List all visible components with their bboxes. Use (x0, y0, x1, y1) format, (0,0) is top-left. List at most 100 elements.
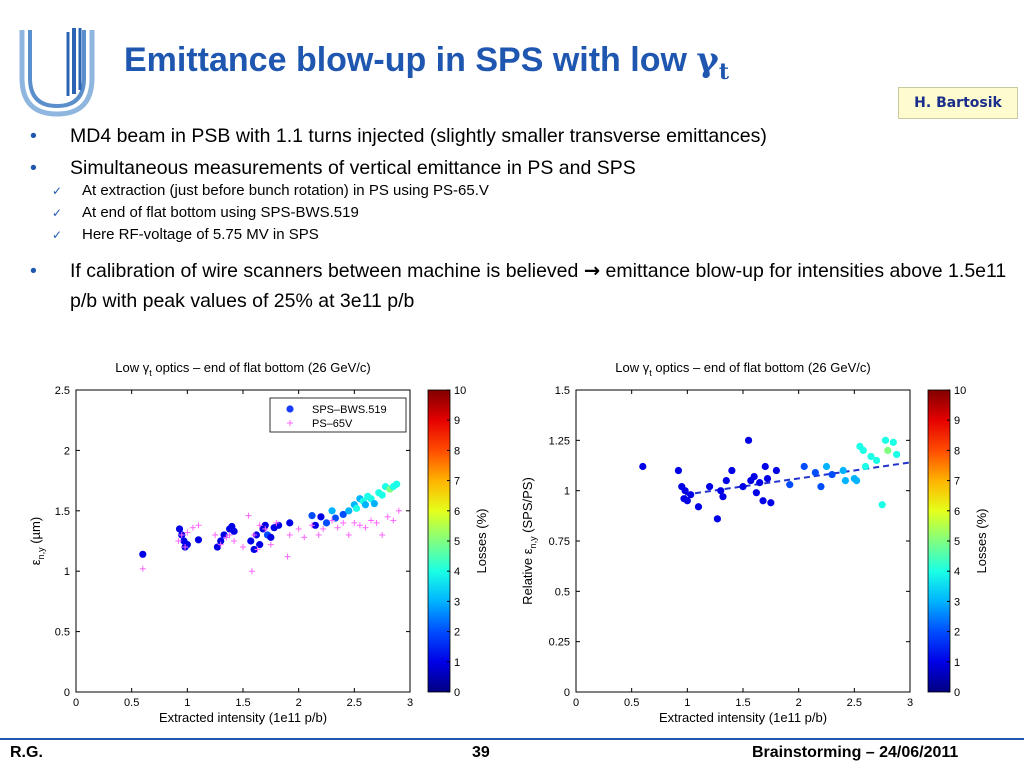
colorbar-tick-label: 5 (954, 536, 960, 548)
data-point (139, 550, 147, 558)
ps-marker (362, 524, 369, 531)
bullet-item: • MD4 beam in PSB with 1.1 turns injected… (30, 125, 767, 147)
x-tick-label: 1.5 (735, 697, 750, 709)
x-tick-label: 0 (73, 697, 79, 709)
colorbar-tick-label: 10 (954, 385, 966, 397)
data-point (331, 514, 340, 522)
ps-marker (195, 522, 202, 529)
check-item: ✓ At end of flat bottom using SPS-BWS.519 (28, 202, 1008, 224)
colorbar-tick-label: 1 (954, 657, 960, 669)
legend-label: SPS–BWS.519 (312, 404, 387, 416)
data-point (763, 474, 772, 483)
colorbar-tick-label: 1 (454, 657, 460, 669)
ps-marker (390, 517, 397, 524)
colorbar-tick-label: 6 (954, 506, 960, 518)
data-point (328, 507, 336, 515)
x-tick-label: 1 (184, 697, 190, 709)
bullet-item: • If calibration of wire scanners between… (30, 259, 1007, 312)
y-tick-label: 1.5 (55, 506, 70, 518)
ps-marker (182, 544, 189, 551)
legend-marker (287, 420, 293, 426)
ps-marker (254, 546, 261, 553)
colorbar-tick-label: 4 (954, 566, 960, 578)
data-point (800, 462, 808, 471)
data-point (317, 513, 325, 521)
data-point (878, 501, 886, 509)
data-point (247, 537, 255, 545)
bullet-list: • MD4 beam in PSB with 1.1 turns injected… (28, 124, 1008, 324)
ps-marker (139, 565, 146, 572)
colorbar-tick-label: 9 (454, 415, 460, 427)
chart-svg: Low γt optics – end of flat bottom (26 G… (12, 348, 512, 728)
data-point (817, 483, 825, 491)
colorbar-tick-label: 2 (454, 627, 460, 639)
ps-marker (301, 534, 308, 541)
chart-svg: Low γt optics – end of flat bottom (26 G… (512, 348, 1012, 728)
ps-marker (334, 524, 341, 531)
slide-title: Emittance blow-up in SPS with low γt (124, 40, 729, 85)
y-tick-label: 2.5 (55, 385, 70, 397)
ps-marker (256, 522, 263, 529)
data-point (744, 436, 753, 444)
ps-marker (286, 531, 293, 538)
data-point (683, 497, 691, 505)
y-axis-label: Relative εn,y (SPS/PS) (520, 477, 538, 605)
colorbar-tick-label: 2 (954, 627, 960, 639)
chart-title: Low γt optics – end of flat bottom (26 G… (115, 360, 370, 378)
colorbar-tick-label: 0 (954, 687, 960, 699)
data-point (728, 466, 736, 475)
emittance-chart: Low γt optics – end of flat bottom (26 G… (12, 348, 512, 728)
data-point (752, 489, 760, 497)
data-point (786, 481, 794, 489)
footer-right: Brainstorming – 24/06/2011 (752, 744, 959, 761)
data-point (322, 519, 331, 527)
check-icon: ✓ (52, 206, 63, 220)
ps-marker (340, 519, 347, 526)
x-tick-label: 0.5 (124, 697, 139, 709)
data-point (884, 446, 892, 454)
data-point (761, 462, 769, 471)
x-tick-label: 2.5 (347, 697, 362, 709)
colorbar-label: Losses (%) (974, 508, 989, 573)
data-point (841, 477, 850, 485)
ps-marker (217, 541, 224, 548)
colorbar-tick-label: 4 (454, 566, 460, 578)
ps-marker (315, 531, 322, 538)
colorbar-tick-label: 0 (454, 687, 460, 699)
colorbar-tick-label: 3 (454, 596, 460, 608)
y-tick-label: 0 (64, 687, 70, 699)
data-point (681, 487, 689, 495)
x-tick-label: 2 (296, 697, 302, 709)
data-point (674, 466, 683, 475)
data-point (267, 533, 275, 541)
ps-marker (251, 531, 258, 538)
data-point (759, 497, 767, 505)
data-point (345, 507, 353, 515)
check-icon: ✓ (52, 228, 63, 242)
data-point (213, 543, 221, 551)
data-point (739, 483, 747, 491)
check-item: ✓ Here RF-voltage of 5.75 MV in SPS (28, 224, 1008, 246)
legend-box (269, 397, 407, 433)
data-point (713, 515, 721, 523)
ps-marker (368, 517, 375, 524)
legend-marker (286, 405, 294, 413)
data-point (881, 436, 890, 444)
ps-marker (226, 531, 233, 538)
x-tick-label: 1 (684, 697, 690, 709)
data-point (828, 470, 836, 479)
data-point (311, 521, 319, 529)
arrow-icon: → (583, 259, 601, 282)
ps-marker (356, 522, 363, 529)
x-tick-label: 3 (907, 697, 913, 709)
colorbar-tick-label: 7 (454, 476, 460, 488)
data-point (852, 477, 861, 485)
data-point (767, 499, 775, 507)
data-point (256, 541, 264, 549)
y-tick-label: 0.5 (555, 586, 570, 598)
colorbar-tick-label: 8 (954, 445, 960, 457)
university-logo (19, 28, 95, 117)
x-tick-label: 2.5 (847, 697, 862, 709)
colorbar-tick-label: 3 (954, 596, 960, 608)
colorbar (427, 389, 451, 693)
